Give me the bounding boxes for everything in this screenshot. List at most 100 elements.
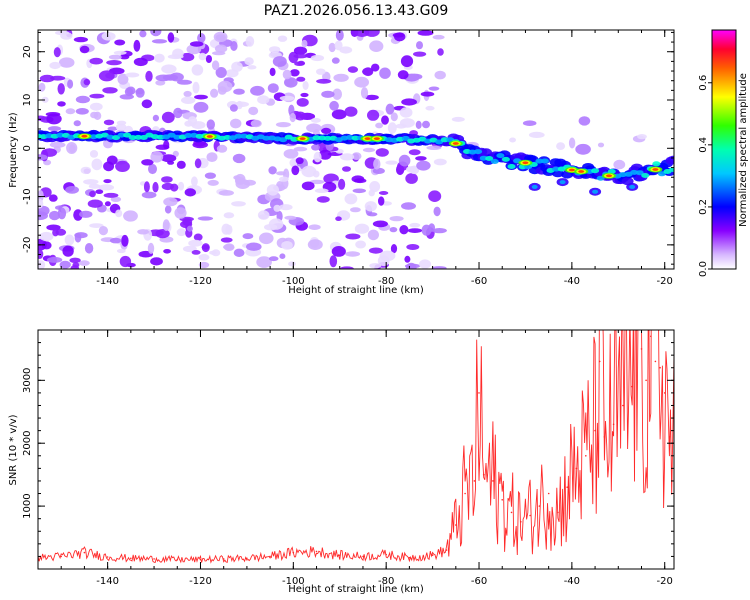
colorbar-gradient [712,30,736,269]
spectrogram-cell [568,137,576,149]
spectrogram-cell [392,32,405,38]
spectrogram-cell [150,151,164,163]
spectrogram-cell [379,67,391,79]
spectrogram-cell [135,89,144,95]
spectrogram-cell [372,167,385,174]
spectrogram-cell [104,201,111,207]
snr-point [473,480,476,482]
spectrogram-cell [284,215,297,220]
spectrogram-cell [575,143,591,155]
spectrogram-cell [174,207,187,219]
spectrogram-cell [331,57,340,64]
spectrogram-cell [301,165,317,178]
colorbar-frame [711,29,737,270]
spectrogram-cell [490,159,499,164]
spectrogram-cell [50,75,66,81]
spectrogram-cell [354,30,370,37]
spectrogram-cell [401,202,416,210]
spectrogram-cell [83,78,91,86]
snr-xlabel: Height of straight line (km) [288,584,424,595]
spectrogram-cell [189,41,204,47]
spectrogram-cell [125,72,140,78]
spectrogram-cell [152,114,159,122]
spectrogram-cell [301,181,315,191]
snr-xtick-label: -40 [564,576,580,587]
spectrogram-cell [364,94,379,101]
spectrogram-cell [46,224,61,231]
spectrogram-cell [103,192,119,198]
spectrogram-cell [90,111,99,119]
spectrogram-cell [379,250,396,262]
spectrogram-cell [89,93,105,99]
spectrogram-cell [53,47,61,58]
spectrogram-cell [420,91,435,97]
spectrogram-cell [342,166,351,172]
spectrogram-cell [540,158,549,164]
spectrogram-cell [350,207,361,213]
spectrogram-cell [247,65,257,70]
spectrogram-cell [233,88,245,95]
spectrogram-xtick-label: -100 [282,276,305,287]
spectrogram-cell [269,67,276,77]
spectrogram-cell [294,111,307,121]
spectrogram-cell [75,95,90,104]
spectrogram-cell [62,245,74,257]
snr-ticks: -140 -120 -100 -80 -60 -40 -20 1000 2000 3000 [22,329,674,587]
snr-point [598,360,601,363]
spectrogram-cell [197,33,206,43]
snr-point [659,366,661,369]
spectrogram-cell [279,176,289,182]
spectrogram-ylabel: Frequency (Hz) [8,112,19,188]
spectrogram-cell [89,223,104,229]
spectrogram-cell [39,231,54,242]
spectrogram-cell [155,144,170,150]
spectrogram-cell [115,209,123,218]
spectrogram-cell [188,239,203,247]
spectrogram-cell [401,135,410,141]
spectrogram-cell [193,233,203,241]
spectrogram-cell [38,198,44,209]
spectrogram-cell [38,211,48,221]
spectrogram-cell [207,179,219,186]
spectrogram-cell [415,120,422,129]
spectrogram-cell [38,154,48,161]
spectrogram-cell [232,153,246,164]
spectrogram-cell [437,48,444,56]
spectrogram-cell [181,96,196,105]
spectrogram-cell [531,184,538,189]
spectrogram-cell [408,149,421,156]
spectrogram-cell [170,183,179,192]
spectrogram-cell [187,116,198,127]
spectrogram-cell [340,266,354,269]
spectrogram-cell [387,122,397,134]
spectrogram-cell [113,50,127,55]
spectrogram-cell [501,156,510,162]
spectrogram-cell [83,179,99,185]
spectrogram-cell [91,158,103,171]
spectrogram-cell [47,126,62,132]
spectrogram-cell [244,57,254,66]
snr-point [650,335,652,338]
spectrogram-cell [522,120,537,126]
spectrogram-cell [218,190,234,196]
spectrogram-cell [155,74,172,82]
spectrogram-cell [248,106,259,116]
spectrogram-cell [282,69,292,80]
spectrogram-cell [164,205,172,214]
snr-xtick-label: -120 [189,576,212,587]
spectrogram-cell [220,237,233,243]
spectrogram-cell [223,244,235,251]
spectrogram-cell [309,179,325,185]
spectrogram-cell [42,148,57,157]
spectrogram-cell [141,191,157,199]
snr-point [176,558,179,561]
spectrogram-cell [311,144,320,151]
snr-frame [37,329,675,570]
spectrogram-cell [425,105,435,111]
spectrogram-cell [417,30,434,36]
spectrogram-cell [211,249,221,257]
colorbar-ticks: 0.0 0.2 0.4 0.6 [698,75,712,277]
spectrogram-cell [162,219,170,232]
spectrogram-cell [381,115,389,125]
spectrogram-cell [145,70,153,82]
